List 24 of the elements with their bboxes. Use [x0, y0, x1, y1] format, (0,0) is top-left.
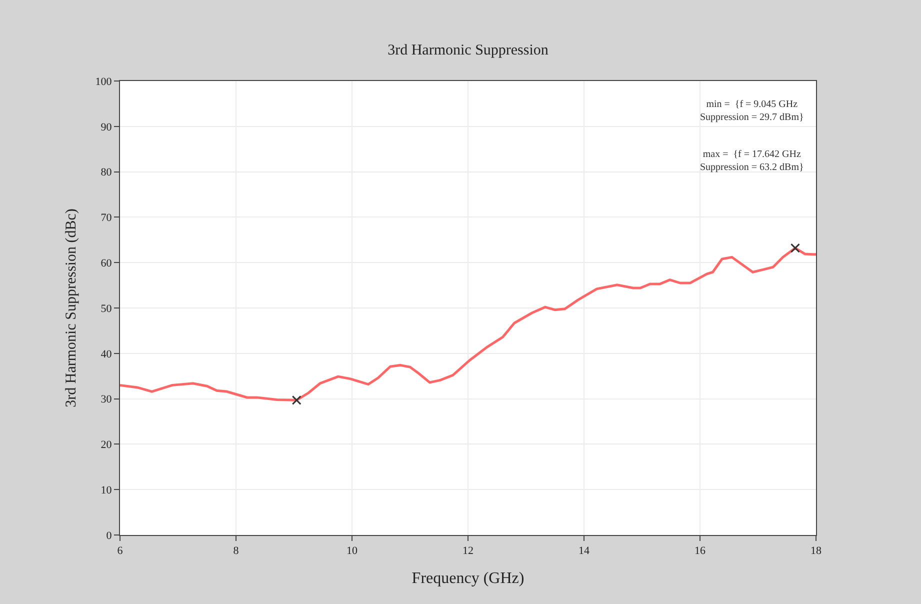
y-axis-title: 3rd Harmonic Suppression (dBc)	[64, 208, 80, 408]
x-tick-label: 6	[117, 545, 124, 558]
y-tick-label: 90	[100, 121, 112, 134]
y-tick-label: 40	[100, 348, 112, 360]
y-tick-label: 50	[100, 302, 112, 315]
x-axis-title: Frequency (GHz)	[412, 570, 524, 587]
x-tick-label: 8	[233, 545, 240, 558]
y-tick-label: 80	[100, 166, 112, 179]
line-series	[120, 246, 816, 402]
y-tick-label: 10	[100, 484, 112, 496]
y-tick-label: 100	[95, 76, 112, 88]
y-tick-label: 70	[100, 212, 112, 224]
x-tick-label: 18	[810, 545, 822, 558]
annotation: min = {f = 9.045 GHz Suppression = 29.7 dBm}	[700, 99, 804, 123]
x-tick-label: 14	[578, 545, 590, 558]
y-tick-label: 20	[100, 439, 112, 452]
y-tick-label: 30	[100, 394, 112, 406]
annotation: max = {f = 17.642 GHz Suppression = 63.2 dBm}	[700, 149, 804, 173]
chart-title: 3rd Harmonic Suppression	[388, 42, 549, 58]
y-tick-label: 60	[100, 257, 112, 270]
y-tick-label: 0	[106, 530, 112, 542]
x-tick-label: 12	[462, 545, 474, 558]
x-tick-label: 10	[346, 545, 358, 558]
x-tick-label: 16	[694, 545, 706, 558]
